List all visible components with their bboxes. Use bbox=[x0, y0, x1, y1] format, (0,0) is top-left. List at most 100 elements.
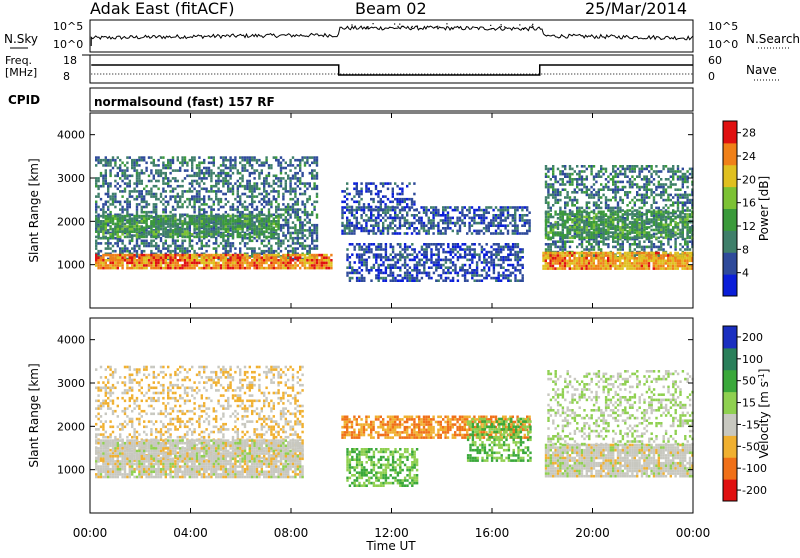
power-cell bbox=[476, 261, 478, 264]
power-cell bbox=[145, 254, 147, 257]
power-cell bbox=[213, 230, 215, 233]
power-cell bbox=[498, 274, 500, 277]
power-cell bbox=[270, 259, 272, 262]
power-cell bbox=[239, 259, 241, 262]
power-cell bbox=[404, 246, 406, 249]
power-cell bbox=[378, 274, 380, 277]
power-cell bbox=[253, 190, 255, 193]
power-cell bbox=[385, 272, 387, 275]
power-cell bbox=[196, 259, 198, 262]
power-cell bbox=[133, 167, 135, 170]
power-cell bbox=[456, 222, 458, 225]
power-cell bbox=[119, 201, 121, 204]
power-cell bbox=[328, 264, 330, 267]
power-cell bbox=[521, 217, 523, 220]
power-cell bbox=[133, 259, 135, 262]
power-cell bbox=[205, 169, 207, 172]
power-cell bbox=[444, 206, 446, 209]
power-cell bbox=[196, 236, 198, 239]
power-cell bbox=[273, 262, 275, 265]
power-cell bbox=[294, 195, 296, 198]
power-cell bbox=[150, 240, 152, 243]
power-cell bbox=[289, 177, 291, 180]
power-cell bbox=[167, 177, 169, 180]
power-cell bbox=[210, 262, 212, 265]
power-cell bbox=[191, 240, 193, 243]
power-cell bbox=[433, 264, 435, 267]
power-cell bbox=[153, 177, 155, 180]
power-cell bbox=[263, 225, 265, 228]
power-cell bbox=[590, 248, 592, 251]
power-cell bbox=[143, 262, 145, 265]
power-cell bbox=[292, 242, 294, 245]
power-cell bbox=[416, 279, 418, 282]
power-cell bbox=[299, 245, 301, 248]
power-cell bbox=[471, 219, 473, 222]
power-cell bbox=[258, 217, 260, 220]
power-cell bbox=[365, 219, 367, 222]
power-cell bbox=[189, 245, 191, 248]
power-cell bbox=[131, 220, 133, 223]
power-cell bbox=[155, 169, 157, 172]
power-cell bbox=[253, 185, 255, 188]
power-cell bbox=[160, 195, 162, 198]
power-cell bbox=[318, 262, 320, 265]
power-cell bbox=[402, 256, 404, 259]
power-cell bbox=[614, 207, 616, 210]
power-cell bbox=[220, 228, 222, 231]
power-cell bbox=[270, 220, 272, 223]
power-cell bbox=[273, 233, 275, 236]
power-cell bbox=[500, 206, 502, 209]
power-cell bbox=[119, 250, 121, 253]
power-cell bbox=[358, 261, 360, 264]
power-cell bbox=[473, 230, 475, 233]
power-cell bbox=[280, 262, 282, 265]
power-cell bbox=[129, 236, 131, 239]
power-cell bbox=[483, 217, 485, 220]
power-cell bbox=[313, 208, 315, 211]
power-cell bbox=[155, 264, 157, 267]
power-cell bbox=[498, 277, 500, 280]
power-cell bbox=[500, 246, 502, 249]
power-cell bbox=[569, 178, 571, 181]
power-cell bbox=[172, 215, 174, 218]
power-cell bbox=[595, 194, 597, 197]
power-cell bbox=[131, 175, 133, 178]
power-cell bbox=[464, 269, 466, 272]
power-cell bbox=[275, 206, 277, 209]
power-cell bbox=[256, 185, 258, 188]
power-cell bbox=[363, 211, 365, 214]
power-cell bbox=[297, 256, 299, 259]
power-cell bbox=[225, 262, 227, 265]
power-cell bbox=[105, 201, 107, 204]
power-cell bbox=[95, 220, 97, 223]
power-cell bbox=[402, 277, 404, 280]
power-cell bbox=[270, 262, 272, 265]
power-cell bbox=[169, 198, 171, 201]
power-cell bbox=[268, 247, 270, 250]
power-cell bbox=[177, 169, 179, 172]
power-cell bbox=[265, 228, 267, 231]
power-cell bbox=[205, 250, 207, 253]
power-cell bbox=[321, 264, 323, 267]
power-cell bbox=[399, 222, 401, 225]
power-cell bbox=[490, 206, 492, 209]
power-cell bbox=[253, 201, 255, 204]
power-cell bbox=[167, 250, 169, 253]
power-cell bbox=[208, 256, 210, 259]
power-cell bbox=[617, 181, 619, 184]
power-cell bbox=[277, 223, 279, 226]
power-cell bbox=[588, 243, 590, 246]
power-cell bbox=[275, 254, 277, 257]
power-cell bbox=[483, 211, 485, 214]
power-cell bbox=[289, 227, 291, 230]
power-cell bbox=[590, 217, 592, 220]
power-cell bbox=[234, 167, 236, 170]
power-cell bbox=[215, 223, 217, 226]
power-cell bbox=[124, 223, 126, 226]
power-cell bbox=[208, 245, 210, 248]
power-cell bbox=[186, 264, 188, 267]
power-cell bbox=[210, 236, 212, 239]
power-cell bbox=[205, 211, 207, 214]
power-cell bbox=[593, 183, 595, 186]
